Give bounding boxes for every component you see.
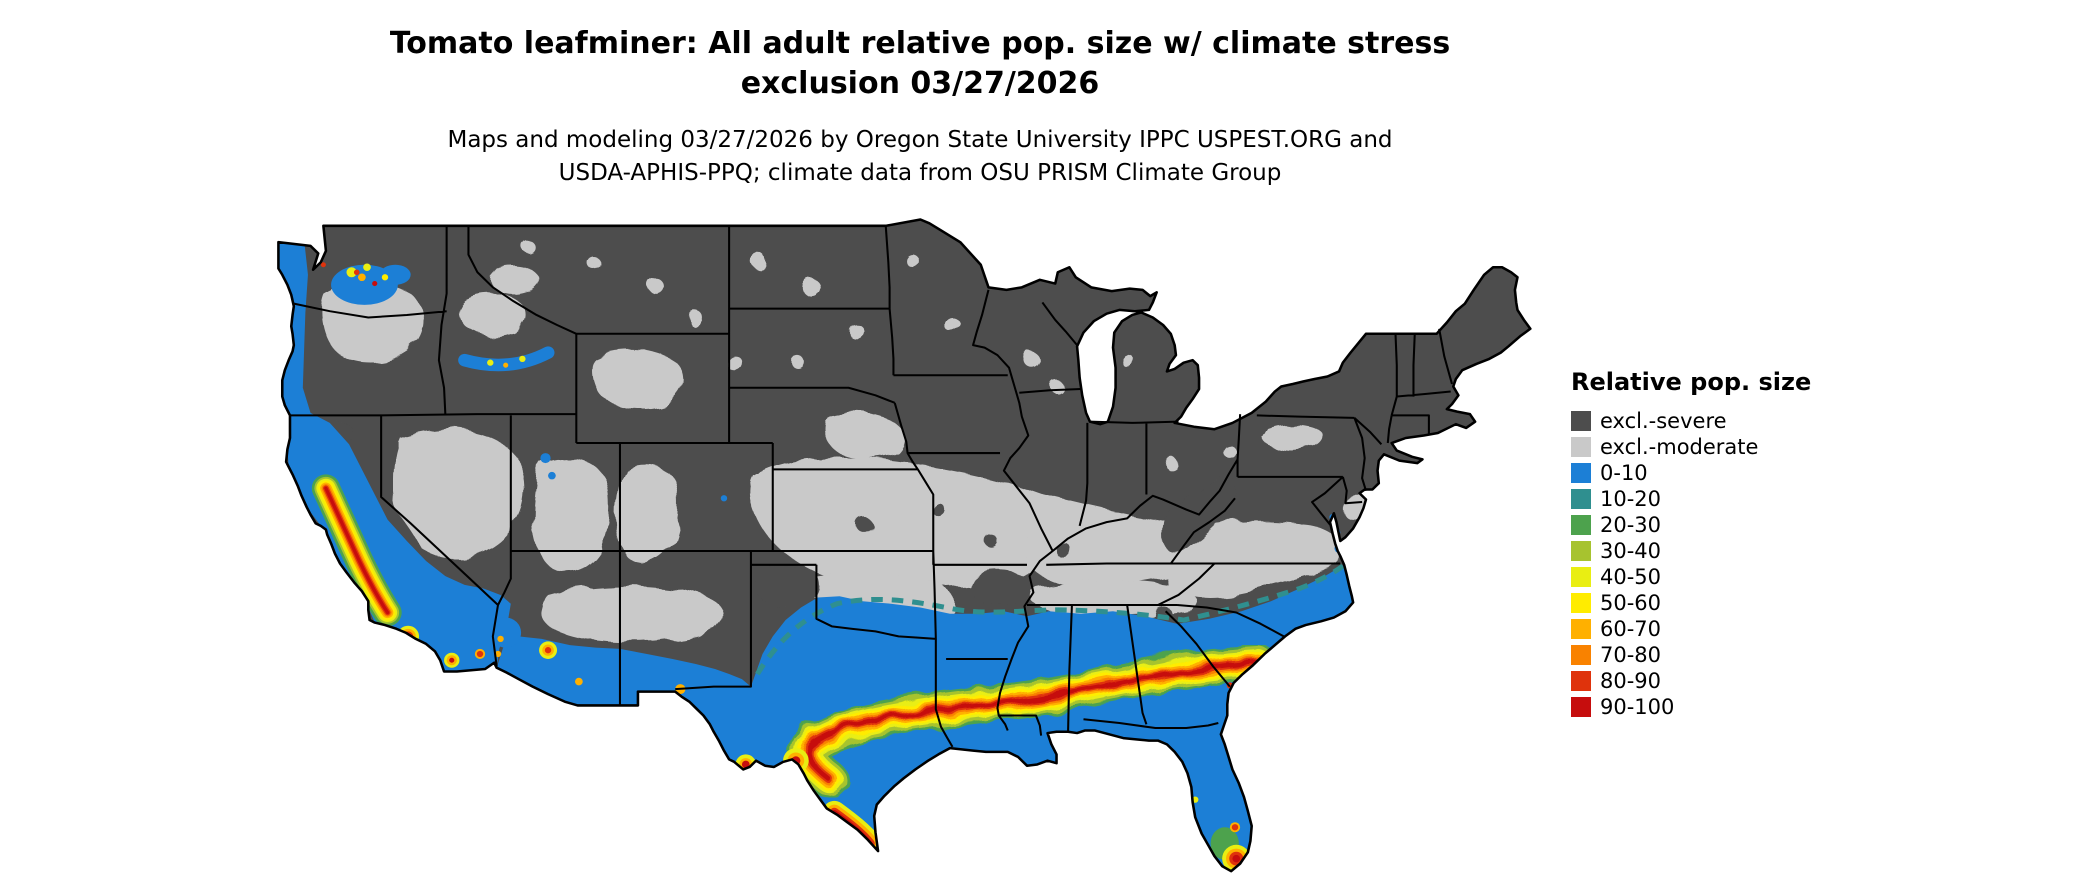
legend-swatch (1571, 645, 1591, 665)
legend-item: 10-20 (1571, 486, 1811, 512)
legend-label: 60-70 (1600, 617, 1662, 641)
legend-item: 60-70 (1571, 616, 1811, 642)
legend-label: 50-60 (1600, 591, 1662, 615)
legend-swatch (1571, 489, 1591, 509)
central-valley-hotspot (311, 474, 402, 627)
legend-swatch (1571, 567, 1591, 587)
title-line-1: Tomato leafminer: All adult relative pop… (389, 26, 1451, 61)
state-borders (289, 225, 1453, 748)
legend-item: 20-30 (1571, 512, 1811, 538)
legend-label: 70-80 (1600, 643, 1662, 667)
legend-swatch (1571, 671, 1591, 691)
legend-item: 90-100 (1571, 694, 1811, 720)
legend-item: 40-50 (1571, 564, 1811, 590)
page-title: Tomato leafminer: All adult relative pop… (0, 24, 1840, 104)
legend-label: 30-40 (1600, 539, 1662, 563)
us-outline (277, 218, 1532, 873)
legend-swatch (1571, 619, 1591, 639)
hotspot-dots (320, 262, 1251, 872)
subtitle-line-2: USDA-APHIS-PPQ; climate data from OSU PR… (558, 160, 1282, 186)
legend-swatch (1571, 463, 1591, 483)
high-population-band (788, 643, 1278, 799)
legend-swatch (1571, 541, 1591, 561)
legend-item: 30-40 (1571, 538, 1811, 564)
legend-label: excl.-moderate (1600, 435, 1759, 459)
legend-swatch (1571, 515, 1591, 535)
legend-item: excl.-severe (1571, 408, 1811, 434)
legend-swatch (1571, 437, 1591, 457)
legend-item: 0-10 (1571, 460, 1811, 486)
legend-item: 50-60 (1571, 590, 1811, 616)
title-line-2: exclusion 03/27/2026 (740, 66, 1100, 101)
legend: Relative pop. size excl.-severe excl.-mo… (1571, 368, 1811, 720)
subtitle-line-1: Maps and modeling 03/27/2026 by Oregon S… (447, 127, 1393, 153)
legend-swatch (1571, 593, 1591, 613)
legend-label: 90-100 (1600, 695, 1675, 719)
legend-title: Relative pop. size (1571, 368, 1812, 396)
legend-label: excl.-severe (1600, 409, 1727, 433)
us-map-svg (277, 218, 1532, 873)
legend-label: 40-50 (1600, 565, 1662, 589)
legend-label: 0-10 (1600, 461, 1648, 485)
legend-label: 20-30 (1600, 513, 1662, 537)
legend-label: 80-90 (1600, 669, 1662, 693)
excl-severe-patches (300, 418, 1238, 623)
legend-label: 10-20 (1600, 487, 1662, 511)
page-subtitle: Maps and modeling 03/27/2026 by Oregon S… (0, 124, 1840, 190)
legend-swatch (1571, 411, 1591, 431)
legend-item: 80-90 (1571, 668, 1811, 694)
us-population-map (272, 212, 1556, 890)
legend-swatch (1571, 697, 1591, 717)
teal-fringe (755, 564, 1345, 676)
legend-item: 70-80 (1571, 642, 1811, 668)
legend-item: excl.-moderate (1571, 434, 1811, 460)
